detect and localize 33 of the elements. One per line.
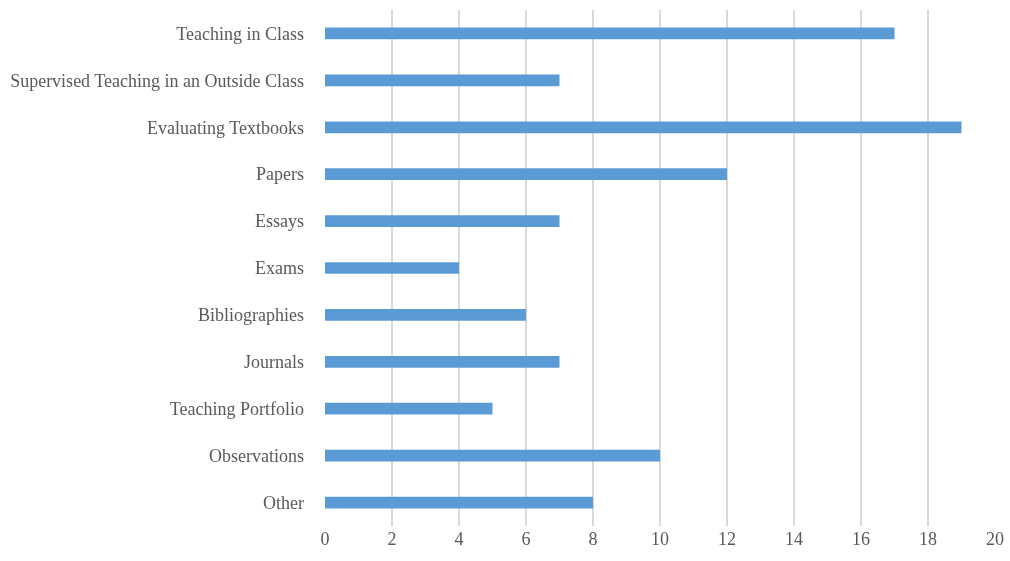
- y-tick-label: Exams: [255, 258, 304, 279]
- bar: [325, 309, 526, 321]
- x-tick-label: 10: [651, 529, 669, 549]
- x-tick-label: 14: [785, 529, 803, 549]
- y-tick-label: Essays: [255, 211, 304, 232]
- bar: [325, 262, 459, 274]
- bar: [325, 168, 727, 181]
- bar: [325, 402, 493, 415]
- y-tick-label: Observations: [209, 445, 304, 466]
- x-tick-label: 2: [387, 529, 397, 549]
- bar: [325, 496, 593, 509]
- y-tick-label: Teaching Portfolio: [169, 399, 304, 420]
- y-tick-label: Evaluating Textbooks: [147, 117, 304, 138]
- x-tick-label: 16: [852, 529, 870, 549]
- bar: [325, 449, 660, 462]
- y-tick-label: Other: [263, 492, 304, 513]
- y-tick-label: Bibliographies: [198, 305, 304, 326]
- bar: [325, 121, 962, 134]
- x-tick-label: 18: [919, 529, 937, 549]
- y-tick-label: Papers: [256, 164, 304, 185]
- x-tick-label: 4: [454, 529, 464, 549]
- bar: [325, 27, 895, 40]
- x-tick-label: 0: [320, 529, 330, 549]
- y-tick-label: Supervised Teaching in an Outside Class: [10, 70, 304, 91]
- y-tick-label: Journals: [244, 352, 304, 373]
- x-tick-label: 6: [521, 529, 531, 549]
- x-tick-label: 20: [986, 529, 1004, 549]
- x-tick-label: 12: [718, 529, 736, 549]
- bar: [325, 355, 560, 368]
- bar: [325, 74, 560, 87]
- x-tick-label: 8: [588, 529, 598, 549]
- y-tick-label: Teaching in Class: [176, 23, 304, 44]
- bar: [325, 215, 560, 227]
